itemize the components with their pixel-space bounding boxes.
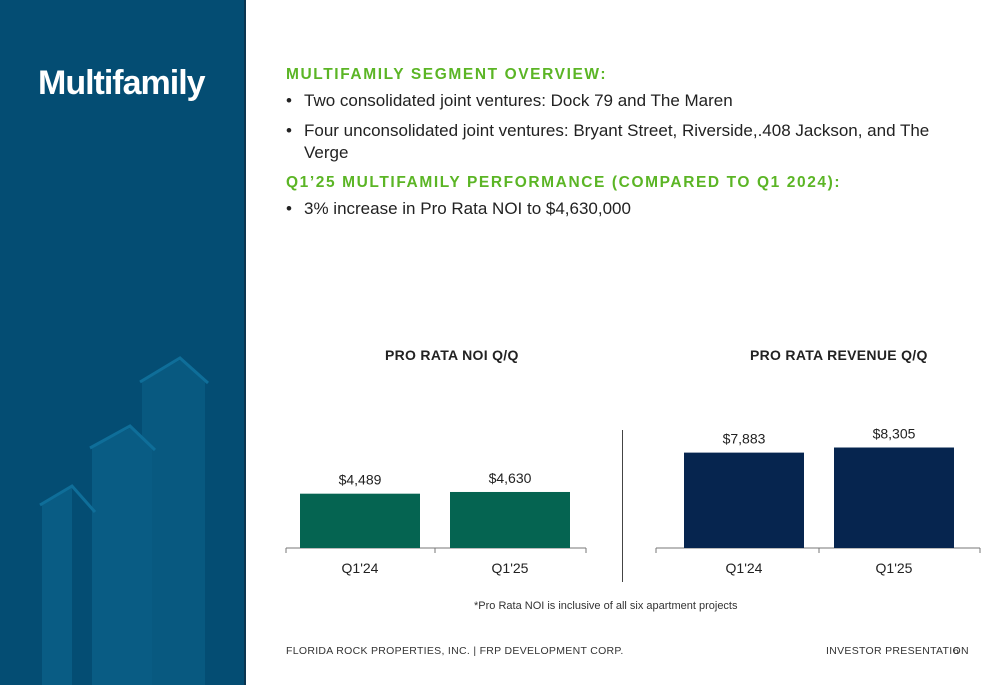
sidebar-edge (244, 0, 246, 685)
category-label: Q1'25 (492, 560, 529, 576)
revenue-bar-chart: $7,883 Q1'24 $8,305 Q1'25 (655, 426, 981, 576)
building-graphic (39, 356, 209, 685)
performance-bullet: 3% increase in Pro Rata NOI to $4,630,00… (286, 198, 966, 220)
data-label: $8,305 (873, 426, 916, 442)
data-label: $4,489 (339, 472, 382, 488)
page-title: Multifamily (38, 64, 206, 102)
overview-bullet: Two consolidated joint ventures: Dock 79… (286, 90, 966, 112)
content: MULTIFAMILY SEGMENT OVERVIEW: Two consol… (286, 66, 966, 220)
chart-divider (622, 430, 623, 582)
overview-bullet: Four unconsolidated joint ventures: Brya… (286, 120, 966, 164)
data-label: $4,630 (489, 470, 532, 486)
bar (450, 491, 570, 548)
overview-heading: MULTIFAMILY SEGMENT OVERVIEW: (286, 66, 608, 83)
footnote: *Pro Rata NOI is inclusive of all six ap… (474, 600, 738, 612)
revenue-chart-title: PRO RATA REVENUE Q/Q (750, 347, 928, 363)
noi-chart-title: PRO RATA NOI Q/Q (385, 347, 519, 363)
sidebar: Multifamily (0, 0, 244, 685)
category-label: Q1'24 (342, 560, 379, 576)
noi-bar-chart: $4,489 Q1'24 $4,630 Q1'25 (285, 470, 587, 576)
performance-heading: Q1’25 MULTIFAMILY PERFORMANCE (COMPARED … (286, 174, 842, 191)
footer-label: INVESTOR PRESENTATION (826, 645, 969, 657)
data-label: $7,883 (723, 431, 766, 447)
category-label: Q1'24 (726, 560, 763, 576)
bar (834, 447, 954, 548)
bar (300, 493, 420, 548)
page-number: 6 (953, 645, 959, 657)
footer-company: FLORIDA ROCK PROPERTIES, INC. | FRP DEVE… (286, 645, 624, 657)
bar (684, 452, 804, 548)
category-label: Q1'25 (876, 560, 913, 576)
